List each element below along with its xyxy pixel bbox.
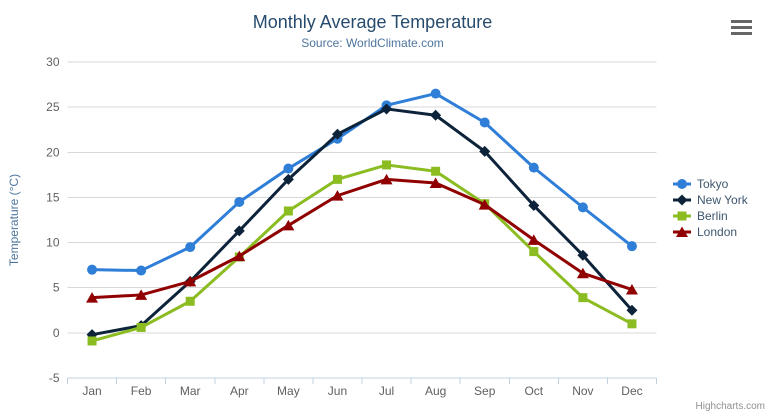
hamburger-menu-icon <box>731 19 752 23</box>
x-tick-label: Jun <box>328 384 347 398</box>
legend-item-london[interactable]: London <box>672 224 748 240</box>
x-tick-label: Apr <box>230 384 249 398</box>
y-tick-label: 5 <box>53 281 60 295</box>
square-series-marker-icon <box>673 211 691 221</box>
series-new-york[interactable] <box>86 103 638 341</box>
x-tick-label: Mar <box>180 384 201 398</box>
x-tick-label: Oct <box>524 384 543 398</box>
x-tick-label: May <box>277 384 300 398</box>
y-tick-label: 15 <box>46 190 60 204</box>
x-tick-label: Feb <box>131 384 152 398</box>
chart-title: Monthly Average Temperature <box>252 12 493 32</box>
x-tick-label: Sep <box>474 384 496 398</box>
legend-item-new-york[interactable]: New York <box>672 192 748 208</box>
highcharts-credits-link[interactable]: Highcharts.com <box>695 401 765 412</box>
y-tick-label: 25 <box>46 100 60 114</box>
x-tick-label: Dec <box>621 384 642 398</box>
y-gridlines: 30 25 20 15 10 5 0 -5 <box>46 55 657 385</box>
series-tokyo[interactable] <box>87 88 637 276</box>
x-tick-label: Nov <box>572 384 593 398</box>
x-axis: Jan Feb Mar Apr May Jun Jul Aug Sep Oct Nov Dec <box>67 377 657 398</box>
diamond-series-marker-icon <box>673 194 691 206</box>
legend-label: New York <box>697 193 748 207</box>
x-tick-label: Jan <box>82 384 101 398</box>
chart-subtitle: Source: WorldClimate.com <box>301 36 444 50</box>
legend-label: Berlin <box>697 209 728 223</box>
legend-item-tokyo[interactable]: Tokyo <box>672 176 748 192</box>
y-tick-label: -5 <box>49 371 60 385</box>
legend: Tokyo New York Berlin London <box>672 176 748 240</box>
x-tick-label: Jul <box>379 384 394 398</box>
legend-label: London <box>697 225 738 239</box>
y-tick-label: 0 <box>53 326 60 340</box>
legend-item-berlin[interactable]: Berlin <box>672 208 748 224</box>
x-tick-label: Aug <box>425 384 446 398</box>
y-tick-label: 30 <box>46 55 60 69</box>
legend-label: Tokyo <box>697 177 729 191</box>
y-tick-label: 20 <box>46 145 60 159</box>
series-london[interactable] <box>86 173 638 303</box>
export-menu-button[interactable] <box>730 15 756 39</box>
y-tick-label: 10 <box>46 236 60 250</box>
triangle-series-marker-icon <box>673 226 691 237</box>
circle-series-marker-icon <box>673 179 691 189</box>
